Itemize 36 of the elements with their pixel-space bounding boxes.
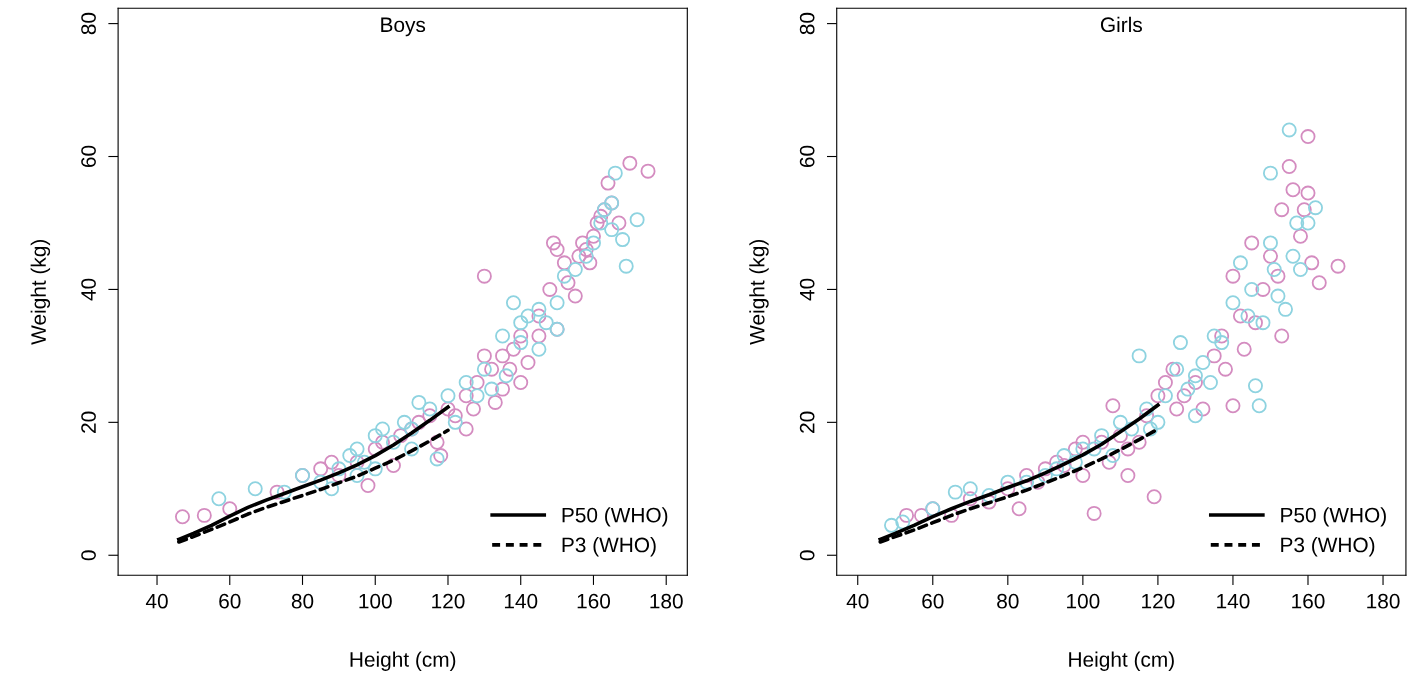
x-axis-title: Height (cm) bbox=[1069, 651, 1174, 671]
y-tick-label: 0 bbox=[799, 550, 815, 561]
y-tick-label: 80 bbox=[81, 12, 96, 35]
y-axis-title: Weight (kg) bbox=[30, 239, 51, 345]
legend-label: P3 (WHO) bbox=[562, 537, 656, 557]
legend-label: P50 (WHO) bbox=[562, 507, 668, 527]
x-tick-label: 40 bbox=[846, 593, 869, 609]
x-tick-label: 140 bbox=[1217, 593, 1250, 609]
chart-title: Girls bbox=[1100, 16, 1142, 33]
chart-title: Boys bbox=[381, 17, 426, 37]
legend-label: P3 (WHO) bbox=[1281, 537, 1375, 557]
y-tick-label: 40 bbox=[799, 278, 815, 301]
y-tick-label: 80 bbox=[799, 12, 815, 35]
x-tick-label: 120 bbox=[432, 593, 465, 609]
x-tick-label: 120 bbox=[1142, 593, 1175, 609]
y-tick-label: 20 bbox=[799, 411, 815, 433]
x-tick-label: 100 bbox=[359, 593, 392, 609]
x-tick-label: 140 bbox=[504, 593, 538, 609]
y-axis-title: Weight (kg) bbox=[749, 239, 769, 345]
x-tick-label: 80 bbox=[997, 593, 1019, 609]
y-tick-label: 40 bbox=[81, 278, 96, 301]
x-tick-label: 40 bbox=[145, 593, 168, 609]
y-tick-label: 60 bbox=[799, 145, 815, 168]
x-tick-label: 80 bbox=[291, 593, 314, 609]
y-tick-label: 20 bbox=[81, 411, 96, 433]
y-tick-label: 60 bbox=[81, 145, 96, 168]
x-axis-title: Height (cm) bbox=[350, 651, 456, 671]
x-tick-label: 160 bbox=[577, 593, 611, 609]
legend-label: P50 (WHO) bbox=[1281, 507, 1386, 527]
x-tick-label: 180 bbox=[650, 593, 683, 609]
x-tick-label: 180 bbox=[1367, 593, 1400, 609]
x-tick-label: 100 bbox=[1067, 593, 1100, 609]
y-tick-label: 0 bbox=[81, 550, 96, 561]
x-tick-label: 60 bbox=[219, 593, 241, 609]
x-tick-label: 60 bbox=[922, 593, 944, 609]
x-tick-label: 160 bbox=[1292, 593, 1325, 609]
